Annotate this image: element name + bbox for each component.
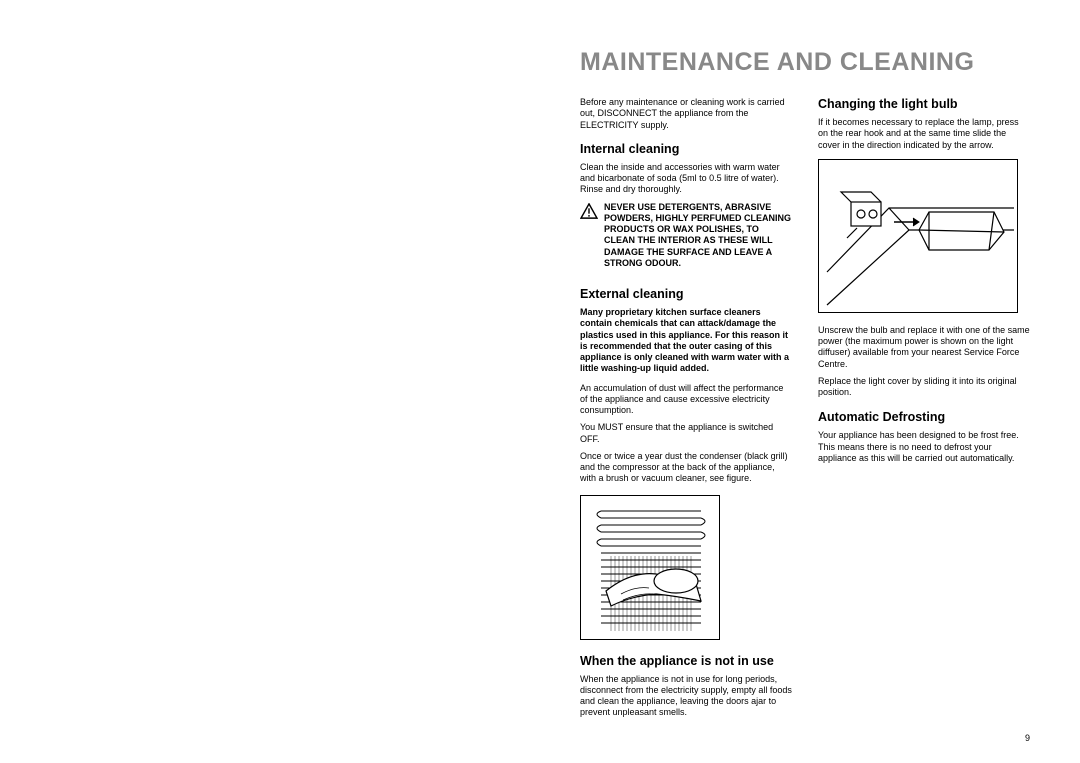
- content-columns: Before any maintenance or cleaning work …: [580, 97, 1030, 725]
- figure-condenser: [580, 495, 720, 640]
- warning-text: NEVER USE DETERGENTS, ABRASIVE POWDERS, …: [604, 202, 792, 270]
- paragraph: An accumulation of dust will affect the …: [580, 383, 792, 417]
- paragraph: When the appliance is not in use for lon…: [580, 674, 792, 719]
- figure-light-bulb: [818, 159, 1018, 313]
- paragraph: If it becomes necessary to replace the l…: [818, 117, 1030, 151]
- paragraph: Once or twice a year dust the condenser …: [580, 451, 792, 485]
- page-number: 9: [1025, 733, 1030, 743]
- paragraph-bold: Many proprietary kitchen surface cleaner…: [580, 307, 792, 375]
- heading-light-bulb: Changing the light bulb: [818, 97, 1030, 111]
- warning-icon: [580, 203, 598, 219]
- paragraph: Clean the inside and accessories with wa…: [580, 162, 792, 196]
- paragraph: You MUST ensure that the appliance is sw…: [580, 422, 792, 445]
- document-page: MAINTENANCE AND CLEANING Before any main…: [0, 0, 1080, 763]
- column-right: Changing the light bulb If it becomes ne…: [818, 97, 1030, 725]
- paragraph: Unscrew the bulb and replace it with one…: [818, 325, 1030, 370]
- warning-block: NEVER USE DETERGENTS, ABRASIVE POWDERS, …: [580, 202, 792, 270]
- column-left: Before any maintenance or cleaning work …: [580, 97, 792, 725]
- heading-not-in-use: When the appliance is not in use: [580, 654, 792, 668]
- heading-external-cleaning: External cleaning: [580, 287, 792, 301]
- heading-internal-cleaning: Internal cleaning: [580, 142, 792, 156]
- paragraph: Replace the light cover by sliding it in…: [818, 376, 1030, 399]
- intro-text: Before any maintenance or cleaning work …: [580, 97, 792, 131]
- paragraph: Your appliance has been designed to be f…: [818, 430, 1030, 464]
- heading-auto-defrost: Automatic Defrosting: [818, 410, 1030, 424]
- page-title: MAINTENANCE AND CLEANING: [580, 48, 1030, 77]
